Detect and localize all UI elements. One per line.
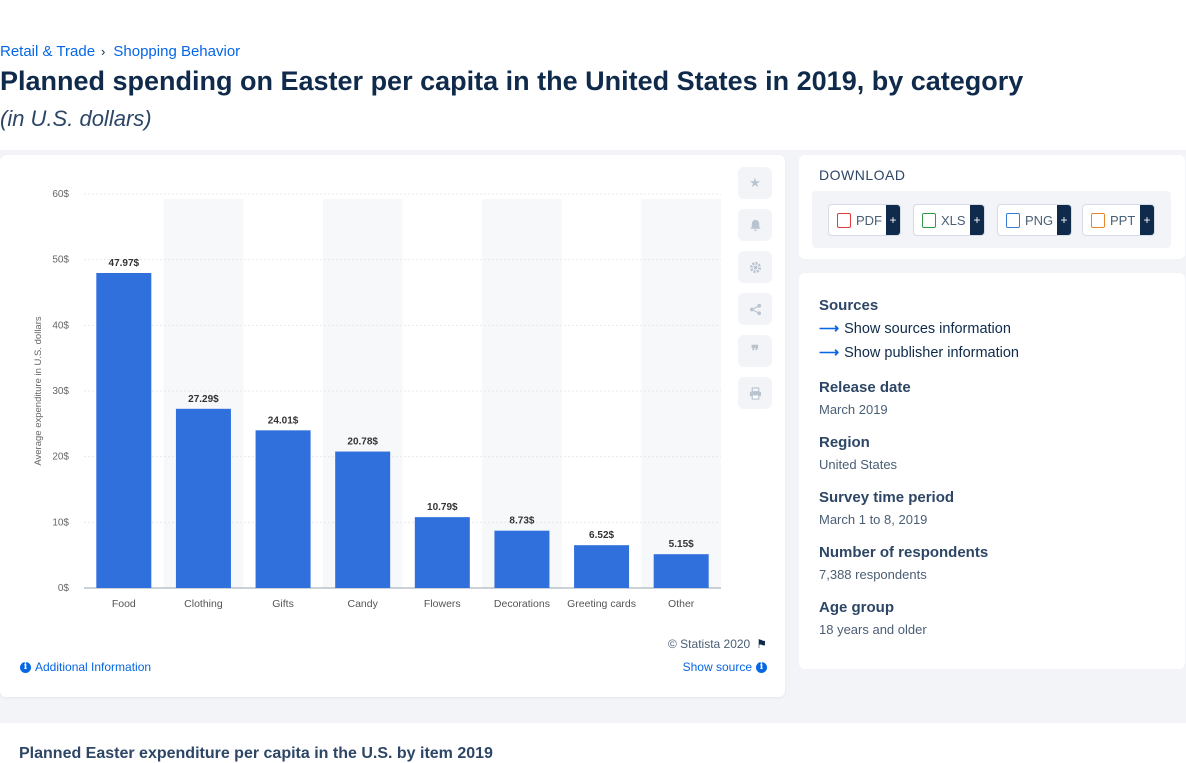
download-xls-button[interactable]: XLS +: [913, 204, 985, 236]
x-tick-label: Candy: [348, 598, 379, 610]
png-plus-icon[interactable]: +: [1057, 205, 1071, 235]
survey-period-value: March 1 to 8, 2019: [819, 512, 928, 527]
breadcrumb: Retail & Trade › Shopping Behavior: [0, 43, 240, 60]
y-tick-label: 50$: [52, 255, 69, 266]
arrow-right-icon: ⟶: [819, 320, 840, 336]
data-label: 5.15$: [669, 539, 694, 550]
show-sources-link[interactable]: ⟶ Show sources information: [819, 320, 1011, 337]
info-icon: i: [20, 661, 31, 673]
y-tick-label: 20$: [52, 452, 69, 463]
bar-chart: 0$ 10$ 20$ 30$ 40$ 50$ 60$ Average expenditure …: [33, 189, 721, 610]
y-tick-label: 60$: [52, 189, 69, 200]
x-tick-label: Flowers: [424, 598, 461, 610]
chart-card: 0$ 10$ 20$ 30$ 40$ 50$ 60$ Average expenditure …: [0, 155, 785, 697]
pdf-label: PDF: [856, 212, 882, 228]
credit-text: © Statista 2020: [668, 637, 751, 651]
y-tick-label: 40$: [52, 320, 69, 331]
info-icon: i: [756, 661, 767, 673]
column-band: [641, 199, 721, 588]
region-label: Region: [819, 434, 870, 451]
x-tick-label: Gifts: [272, 598, 294, 610]
data-label: 27.29$: [188, 394, 219, 405]
download-pdf-button[interactable]: PDF +: [828, 204, 901, 236]
y-tick-label: 0$: [58, 583, 70, 594]
download-title: DOWNLOAD: [819, 167, 906, 183]
column-band: [482, 199, 562, 588]
show-publisher-text: Show publisher information: [844, 344, 1019, 361]
x-tick-label: Food: [112, 598, 136, 610]
x-tick-label: Decorations: [494, 598, 550, 610]
age-group-value: 18 years and older: [819, 622, 927, 637]
download-ppt-button[interactable]: PPT +: [1082, 204, 1155, 236]
pdf-file-icon: [837, 212, 851, 228]
show-publisher-link[interactable]: ⟶ Show publisher information: [819, 344, 1019, 361]
bar: [414, 517, 470, 588]
release-date-value: March 2019: [819, 402, 888, 417]
x-tick-label: Other: [668, 598, 695, 610]
xls-label: XLS: [941, 212, 966, 228]
pdf-plus-icon[interactable]: +: [886, 205, 900, 235]
respondents-label: Number of respondents: [819, 544, 989, 561]
data-label: 8.73$: [509, 516, 534, 527]
x-tick-label: Greeting cards: [567, 598, 636, 610]
print-icon[interactable]: [738, 377, 772, 409]
data-label: 10.79$: [427, 502, 458, 513]
xls-file-icon: [922, 212, 936, 228]
flag-icon[interactable]: ⚑: [756, 637, 767, 651]
breadcrumb-separator-icon: ›: [101, 44, 106, 59]
page-subtitle: (in U.S. dollars): [0, 106, 152, 131]
bar: [175, 408, 231, 588]
png-file-icon: [1006, 212, 1020, 228]
y-tick-label: 30$: [52, 386, 69, 397]
additional-info-link[interactable]: i Additional Information: [20, 660, 151, 674]
bar: [574, 545, 630, 588]
arrow-right-icon: ⟶: [819, 344, 840, 360]
data-label: 6.52$: [589, 530, 614, 541]
ppt-label: PPT: [1110, 212, 1136, 228]
additional-info-text: Additional Information: [35, 660, 152, 674]
download-buttons: PDF + XLS + PNG + PPT +: [812, 191, 1171, 248]
page-title: Planned spending on Easter per capita in…: [0, 66, 1024, 96]
y-axis-label: Average expenditure in U.S. dollars: [33, 316, 44, 466]
data-label: 47.97$: [109, 258, 140, 269]
show-source-text: Show source: [682, 660, 752, 674]
notification-bell-icon[interactable]: [738, 209, 772, 241]
bar: [494, 530, 550, 588]
related-statistic-title[interactable]: Planned Easter expenditure per capita in…: [19, 745, 493, 762]
bar: [96, 272, 152, 588]
show-source-link[interactable]: Show source i: [683, 660, 767, 674]
bar: [255, 430, 311, 588]
statista-credit: © Statista 2020 ⚑: [668, 637, 767, 651]
x-tick-label: Clothing: [184, 598, 223, 610]
breadcrumb-shopping-link[interactable]: Shopping Behavior: [113, 43, 241, 60]
download-png-button[interactable]: PNG +: [997, 204, 1072, 236]
age-group-label: Age group: [819, 599, 894, 616]
statistic-details: Sources ⟶ Show sources information ⟶ Sho…: [799, 273, 1185, 669]
y-tick-label: 10$: [52, 517, 69, 528]
quote-cite-icon[interactable]: ❞: [738, 335, 772, 367]
region-value: United States: [819, 457, 898, 472]
respondents-value: 7,388 respondents: [819, 567, 927, 582]
sources-label: Sources: [819, 297, 879, 314]
header-band: [0, 0, 1186, 150]
ppt-plus-icon[interactable]: +: [1140, 205, 1154, 235]
share-icon[interactable]: [738, 293, 772, 325]
show-sources-text: Show sources information: [844, 320, 1011, 337]
bar: [335, 451, 391, 588]
xls-plus-icon[interactable]: +: [970, 205, 984, 235]
breadcrumb-retail-link[interactable]: Retail & Trade: [0, 43, 96, 60]
settings-gear-icon[interactable]: [738, 251, 772, 283]
survey-period-label: Survey time period: [819, 489, 955, 506]
png-label: PNG: [1025, 212, 1054, 228]
data-label: 20.78$: [347, 437, 378, 448]
download-card: DOWNLOAD PDF + XLS + PNG + PPT +: [799, 155, 1185, 259]
favorite-star-icon[interactable]: ★: [738, 167, 772, 199]
ppt-file-icon: [1091, 212, 1105, 228]
chart-toolbar: ★ ❞: [738, 167, 772, 409]
data-label: 24.01$: [268, 415, 299, 426]
bar: [653, 554, 709, 588]
related-statistic-card: Planned Easter expenditure per capita in…: [0, 723, 1186, 763]
release-date-label: Release date: [819, 379, 911, 396]
